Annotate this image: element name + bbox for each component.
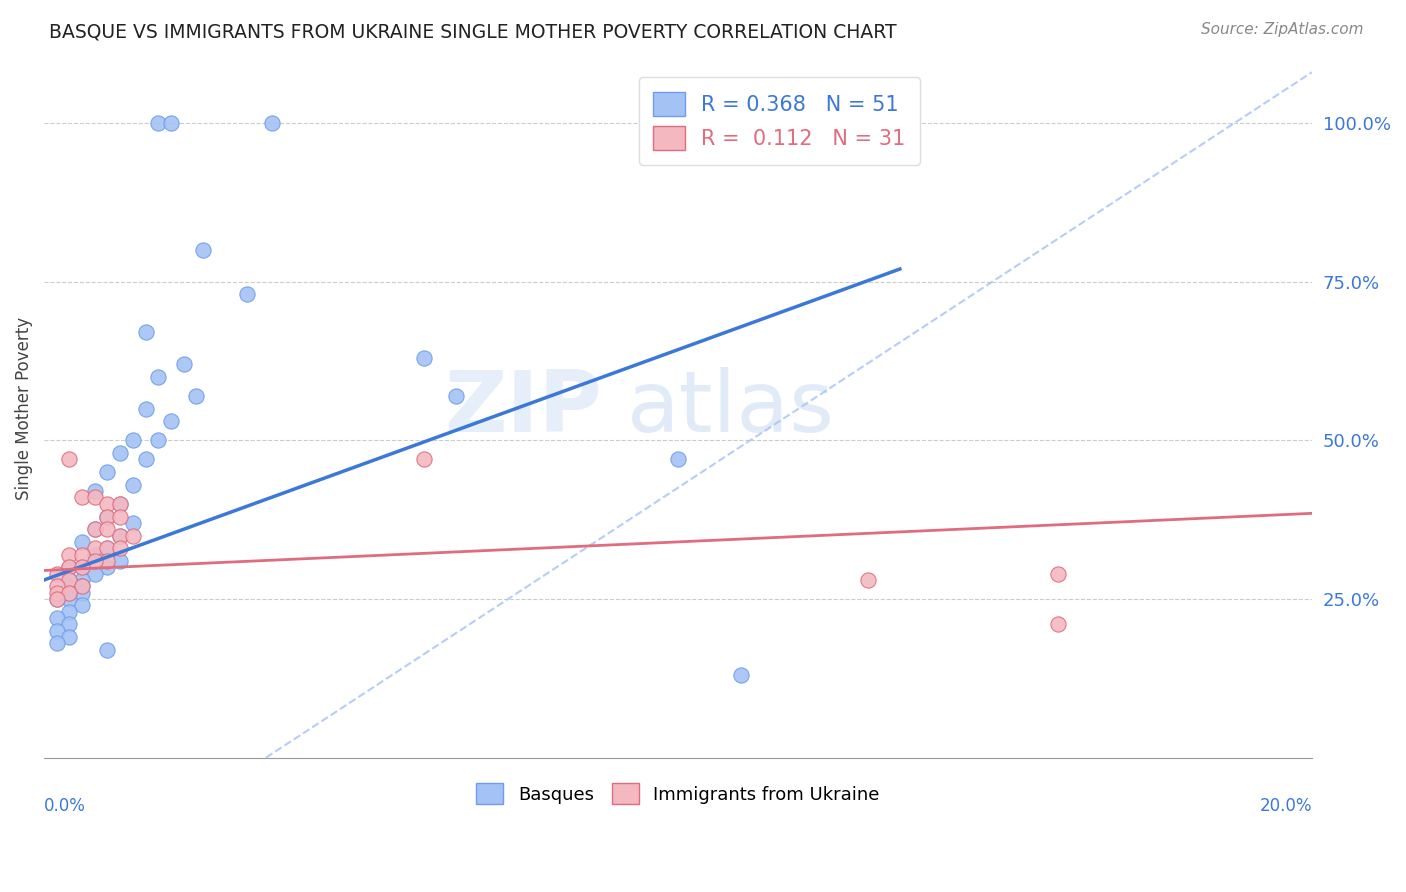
Point — [121, 516, 143, 530]
Point — [45, 585, 67, 599]
Point — [135, 326, 157, 340]
Point — [96, 509, 118, 524]
Text: atlas: atlas — [627, 368, 835, 450]
Point — [58, 560, 80, 574]
Point — [58, 585, 80, 599]
Point — [70, 585, 93, 599]
Point — [83, 491, 105, 505]
Point — [83, 522, 105, 536]
Point — [70, 560, 93, 574]
Text: BASQUE VS IMMIGRANTS FROM UKRAINE SINGLE MOTHER POVERTY CORRELATION CHART: BASQUE VS IMMIGRANTS FROM UKRAINE SINGLE… — [49, 22, 897, 41]
Text: Source: ZipAtlas.com: Source: ZipAtlas.com — [1201, 22, 1364, 37]
Point — [70, 560, 93, 574]
Point — [148, 116, 170, 130]
Point — [108, 528, 131, 542]
Point — [148, 434, 170, 448]
Point — [444, 389, 467, 403]
Point — [108, 528, 131, 542]
Point — [70, 491, 93, 505]
Point — [160, 414, 183, 428]
Point — [83, 548, 105, 562]
Point — [121, 528, 143, 542]
Point — [45, 636, 67, 650]
Point — [121, 434, 143, 448]
Point — [70, 579, 93, 593]
Point — [191, 243, 214, 257]
Point — [58, 605, 80, 619]
Point — [160, 116, 183, 130]
Point — [666, 452, 689, 467]
Point — [121, 477, 143, 491]
Point — [70, 573, 93, 587]
Point — [45, 624, 67, 638]
Point — [45, 611, 67, 625]
Point — [58, 630, 80, 644]
Point — [96, 541, 118, 556]
Legend: Basques, Immigrants from Ukraine: Basques, Immigrants from Ukraine — [470, 776, 887, 812]
Point — [70, 579, 93, 593]
Point — [108, 497, 131, 511]
Point — [83, 484, 105, 499]
Point — [186, 389, 208, 403]
Point — [413, 351, 436, 365]
Point — [856, 573, 879, 587]
Point — [83, 554, 105, 568]
Point — [413, 452, 436, 467]
Point — [58, 573, 80, 587]
Text: 20.0%: 20.0% — [1260, 797, 1312, 814]
Text: ZIP: ZIP — [444, 368, 602, 450]
Point — [96, 497, 118, 511]
Point — [96, 541, 118, 556]
Point — [96, 465, 118, 479]
Point — [1047, 566, 1070, 581]
Point — [135, 401, 157, 416]
Point — [58, 585, 80, 599]
Point — [1047, 617, 1070, 632]
Point — [70, 548, 93, 562]
Point — [108, 541, 131, 556]
Point — [262, 116, 284, 130]
Point — [108, 509, 131, 524]
Point — [108, 497, 131, 511]
Point — [45, 579, 67, 593]
Point — [45, 566, 67, 581]
Point — [70, 599, 93, 613]
Point — [135, 452, 157, 467]
Point — [58, 573, 80, 587]
Point — [58, 617, 80, 632]
Point — [236, 287, 259, 301]
Point — [45, 592, 67, 607]
Point — [83, 541, 105, 556]
Point — [58, 548, 80, 562]
Point — [96, 509, 118, 524]
Point — [58, 560, 80, 574]
Point — [58, 452, 80, 467]
Point — [730, 668, 752, 682]
Point — [96, 522, 118, 536]
Point — [45, 592, 67, 607]
Text: 0.0%: 0.0% — [44, 797, 86, 814]
Y-axis label: Single Mother Poverty: Single Mother Poverty — [15, 317, 32, 500]
Point — [83, 566, 105, 581]
Point — [96, 560, 118, 574]
Point — [83, 522, 105, 536]
Point — [173, 357, 195, 371]
Point — [108, 554, 131, 568]
Point — [58, 579, 80, 593]
Point — [70, 535, 93, 549]
Point — [148, 370, 170, 384]
Point — [58, 592, 80, 607]
Point — [108, 446, 131, 460]
Point — [96, 554, 118, 568]
Point — [96, 642, 118, 657]
